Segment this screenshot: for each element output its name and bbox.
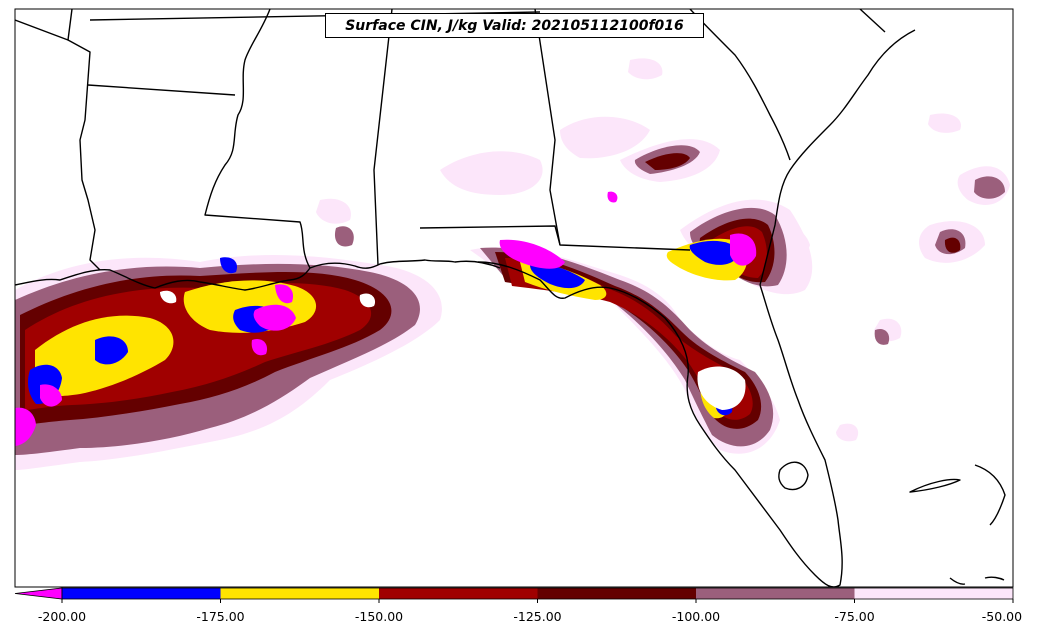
colorbar-tick-label: -125.00 — [513, 609, 562, 624]
bahamas-east — [974, 464, 1006, 526]
colorbar-tick-label: -100.00 — [671, 609, 721, 624]
colorbar-tick-label: -175.00 — [196, 609, 245, 624]
bahamas-south — [949, 577, 966, 585]
lake-okeechobee — [778, 461, 809, 491]
louisiana-coast — [309, 259, 501, 269]
colorbar-bin-2 — [220, 588, 379, 599]
map-frame — [14, 8, 1014, 588]
boundaries — [15, 9, 1006, 587]
cin-holes — [160, 290, 746, 410]
colorbar-bin-6 — [854, 588, 1013, 599]
cin-magenta — [15, 191, 757, 446]
colorbar-tick-label: -200.00 — [37, 609, 87, 624]
colorbar-bin-5 — [696, 588, 855, 599]
ga-sc-border — [689, 9, 791, 161]
arkansas-oklahoma-border — [67, 39, 101, 271]
bahamas-islet — [984, 576, 1005, 581]
colorbar-extend-min — [14, 587, 63, 600]
bahamas — [909, 478, 961, 493]
texas-coast — [15, 267, 311, 291]
colorbar-tick-label: -75.00 — [834, 609, 875, 624]
colorbar — [14, 587, 1014, 603]
ms-al-border — [373, 9, 393, 266]
florida-coast — [477, 261, 843, 587]
colorbar-tick-label: -150.00 — [354, 609, 404, 624]
al-fl-border — [419, 225, 691, 251]
nc-sc-border — [859, 9, 886, 33]
texas-border — [15, 9, 73, 41]
cin-field — [15, 58, 1010, 470]
colorbar-bin-4 — [537, 588, 696, 599]
colorbar-bin-3 — [379, 588, 538, 599]
mississippi-river — [204, 9, 311, 269]
al-ga-border — [534, 9, 561, 246]
atlantic-coast — [759, 29, 916, 286]
colorbar-tick-label: -50.00 — [981, 609, 1023, 624]
colorbar-bin-1 — [62, 588, 221, 599]
arkansas-louisiana-border — [87, 84, 236, 96]
map-title: Surface CIN, J/kg Valid: 202105112100f01… — [325, 13, 704, 38]
